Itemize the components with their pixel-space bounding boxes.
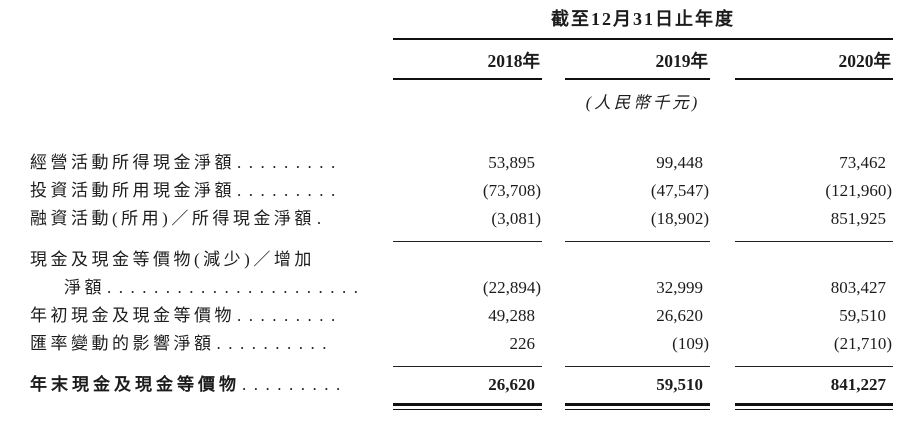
dot-leader: ...................... [107,278,366,297]
dot-leader: ......... [237,181,343,200]
row-label-text: 投資活動所用現金淨額 [30,181,235,200]
year-columns-row: 2018年 2019年 2020年 [393,40,893,80]
row-label: 匯率變動的影響淨額.......... [30,330,393,358]
column-header-2020: 2020年 [735,40,893,80]
cell-2020: 59,510 [839,306,886,325]
table-row-total: 年末現金及現金等價物......... 26,620 59,510 841,22… [30,371,893,399]
row-label: 淨額...................... [30,274,393,302]
table-row: 經營活動所得現金淨額......... 53,895 99,448 73,462 [30,149,893,177]
cell-2020 [735,246,893,274]
row-label-text: 年末現金及現金等價物 [30,375,240,394]
row-label-text: 現金及現金等價物(減少)／增加 [30,250,315,269]
table-row: 淨額...................... (22,894) 32,999… [30,274,893,302]
dot-leader: . [316,209,329,228]
column-header-2018: 2018年 [393,40,542,80]
cell-2019 [565,246,710,274]
cell-2018: (3,081) [491,209,541,228]
row-label-text: 融資活動(所用)／所得現金淨額 [30,209,315,228]
cell-2020: (21,710) [833,334,892,353]
total-double-rule [30,403,893,410]
cell-2019: 59,510 [656,375,703,394]
cell-2018: 26,620 [488,375,535,394]
cell-2020: (121,960) [825,181,892,200]
dot-leader: ......... [237,306,343,325]
cell-2018: 49,288 [488,306,535,325]
row-label-text: 淨額 [64,278,105,297]
dot-leader: ......... [237,153,343,172]
row-label: 經營活動所得現金淨額......... [30,149,393,177]
dot-leader [315,246,317,274]
row-label: 年初現金及現金等價物......... [30,302,393,330]
row-label-text: 年初現金及現金等價物 [30,306,235,325]
period-header: 截至12月31日止年度 [551,9,735,29]
cell-2020: 851,925 [830,209,886,228]
cell-2018: 226 [509,334,536,353]
cell-2020: 73,462 [839,153,886,172]
row-label: 現金及現金等價物(減少)／增加 [30,246,393,274]
pretotal-rule [30,358,893,367]
table-row: 年初現金及現金等價物......... 49,288 26,620 59,510 [30,302,893,330]
cell-2019: (109) [672,334,709,353]
subtotal-rule [30,233,893,242]
cell-2020: 803,427 [830,278,886,297]
table-row: 融資活動(所用)／所得現金淨額. (3,081) (18,902) 851,92… [30,205,893,233]
cell-2019: (47,547) [650,181,709,200]
table-header: 截至12月31日止年度 2018年 2019年 2020年 (人民幣千元) [393,8,893,113]
cell-2019: 26,620 [656,306,703,325]
cell-2019: (18,902) [650,209,709,228]
cell-2019: 99,448 [656,153,703,172]
table-body: 經營活動所得現金淨額......... 53,895 99,448 73,462… [30,149,893,410]
table-row: 匯率變動的影響淨額.......... 226 (109) (21,710) [30,330,893,358]
column-gap [710,40,735,80]
cell-2018: 53,895 [488,153,535,172]
cell-2018: (22,894) [482,278,541,297]
cell-2018 [393,246,542,274]
table-row: 現金及現金等價物(減少)／增加 [30,246,893,274]
table-row: 投資活動所用現金淨額......... (73,708) (47,547) (1… [30,177,893,205]
currency-unit-note: (人民幣千元) [585,93,701,112]
dot-leader: ......... [242,375,348,394]
cell-2019: 32,999 [656,278,703,297]
cell-2018: (73,708) [482,181,541,200]
cell-2020: 841,227 [830,375,886,394]
row-label-text: 匯率變動的影響淨額 [30,334,215,353]
row-label: 融資活動(所用)／所得現金淨額. [30,205,393,233]
column-header-2019: 2019年 [565,40,710,80]
header-top-rule [393,38,893,40]
dot-leader: .......... [216,334,334,353]
row-label: 投資活動所用現金淨額......... [30,177,393,205]
row-label: 年末現金及現金等價物......... [30,371,393,399]
row-label-text: 經營活動所得現金淨額 [30,153,235,172]
column-gap [542,40,565,80]
